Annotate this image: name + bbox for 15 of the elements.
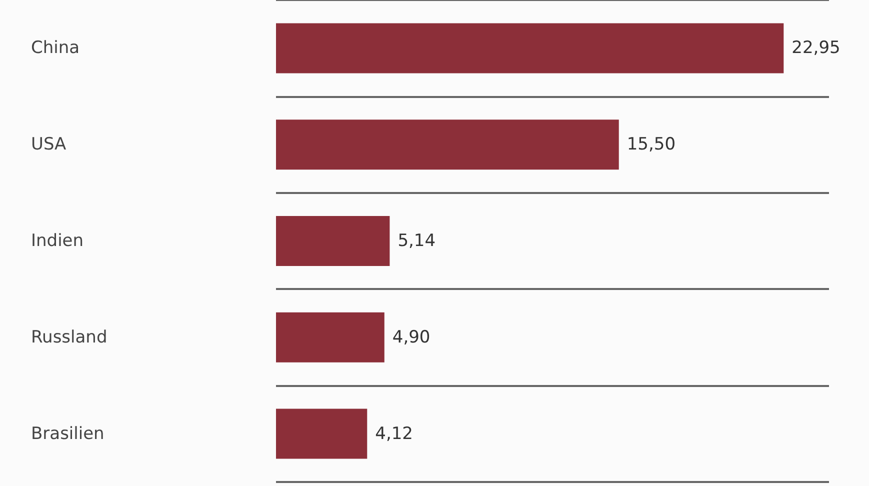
y-tick-label: Indien [31,231,84,251]
data-label: 4,90 [392,327,430,348]
y-tick-label: USA [31,134,67,155]
y-tick-label: Brasilien [31,424,104,444]
data-label: 4,12 [375,424,413,444]
data-label: 5,14 [398,231,436,251]
data-label: 15,50 [626,134,676,155]
bar [276,408,368,459]
bar [276,216,390,266]
data-label: 22,95 [792,38,840,58]
bar [276,120,619,170]
bar [276,312,384,362]
y-tick-label: Russland [31,327,108,348]
y-tick-label: China [31,38,80,58]
bar [276,23,784,74]
